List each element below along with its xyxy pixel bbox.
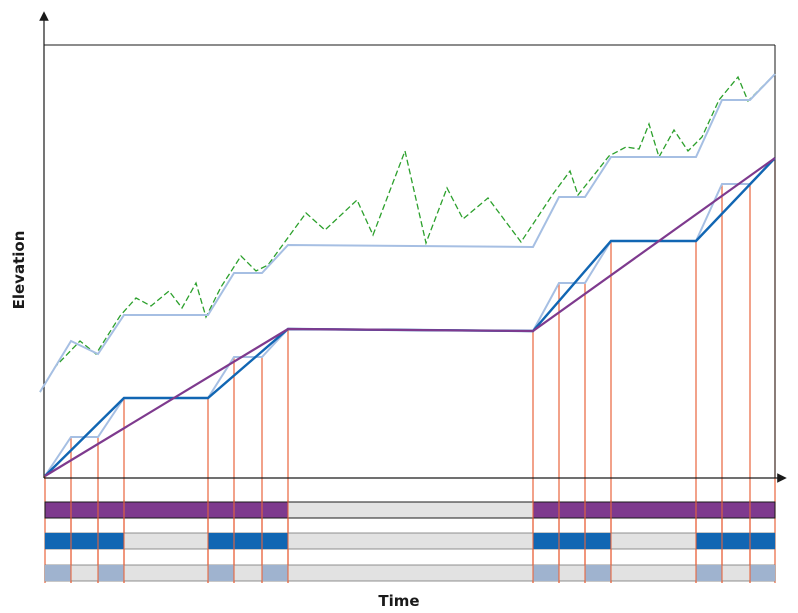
purple-direct-path <box>44 157 776 477</box>
dark-blue-path <box>44 157 776 477</box>
guide-lines-overlay <box>70 500 751 583</box>
blue-segment-bar <box>44 532 776 550</box>
time-guide-lines <box>44 158 776 583</box>
upper-stepped-path <box>39 73 776 393</box>
purple-segment-bar <box>44 501 776 519</box>
y-axis-title: Elevation <box>10 230 28 310</box>
lower-stepped-path <box>44 157 776 477</box>
x-axis-title: Time <box>378 592 420 610</box>
segment-bars <box>44 501 776 582</box>
light-blue-segment-bar <box>44 564 776 582</box>
plot-frame <box>39 11 787 483</box>
terrain-profile-line <box>39 73 776 393</box>
